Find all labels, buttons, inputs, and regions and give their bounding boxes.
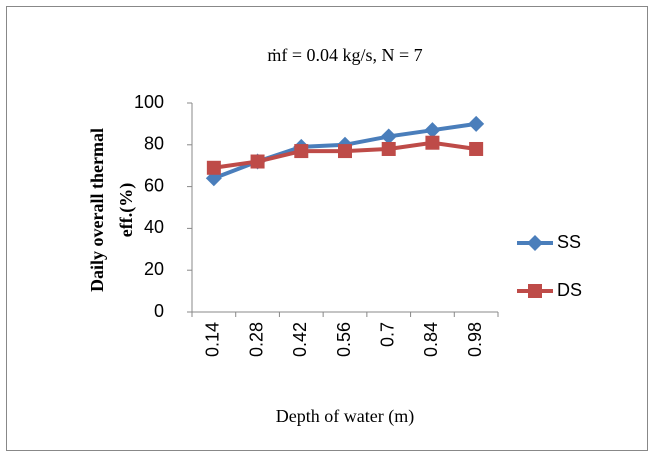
y-tick-label: 0 xyxy=(154,301,164,321)
legend-marker xyxy=(527,235,543,251)
marker xyxy=(294,144,309,159)
x-tick-label: 0.84 xyxy=(421,322,441,357)
y-axis-label: Daily overall thermal xyxy=(87,128,107,292)
x-tick-label: 0.42 xyxy=(290,322,310,357)
marker xyxy=(468,115,485,132)
y-tick-label: 100 xyxy=(134,92,164,112)
marker xyxy=(206,160,221,175)
chart-title: ṁf = 0.04 kg/s, N = 7 xyxy=(267,45,422,65)
x-axis-label: Depth of water (m) xyxy=(276,406,414,427)
marker xyxy=(250,154,265,169)
marker xyxy=(424,122,441,139)
marker xyxy=(469,141,484,156)
y-tick-label: 60 xyxy=(144,175,164,195)
chart-border xyxy=(6,6,648,451)
marker xyxy=(425,135,440,150)
x-tick-label: 0.28 xyxy=(246,322,266,357)
marker xyxy=(338,144,352,159)
y-tick-label: 40 xyxy=(144,217,164,237)
x-tick-label: 0.56 xyxy=(334,322,354,357)
legend-label: DS xyxy=(557,280,582,300)
marker xyxy=(381,141,396,156)
y-axis-label: eff.(%) xyxy=(116,183,137,237)
x-tick-label: 0.7 xyxy=(377,322,397,347)
x-tick-label: 0.98 xyxy=(465,322,485,357)
y-tick-label: 20 xyxy=(144,259,164,279)
legend-label: SS xyxy=(557,232,581,252)
x-tick-label: 0.14 xyxy=(203,322,223,357)
marker xyxy=(380,128,397,145)
y-tick-label: 80 xyxy=(144,134,164,154)
legend-marker xyxy=(528,284,542,298)
